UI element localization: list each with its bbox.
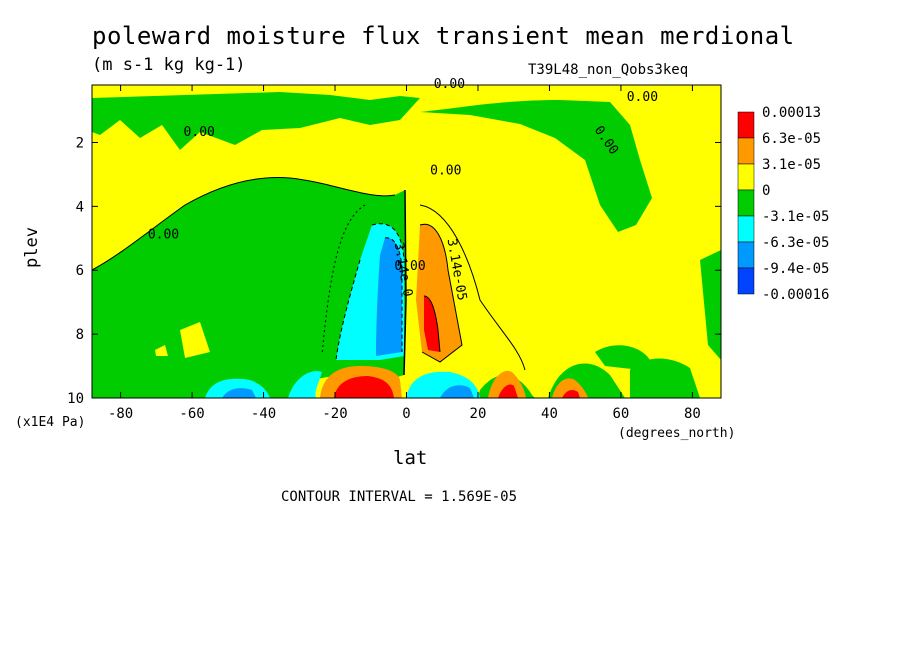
contour-label-4: 0.00	[430, 163, 461, 178]
x-tick-label-5: 20	[470, 406, 487, 422]
legend-swatch-0	[737, 111, 755, 139]
legend-label-3: 0	[762, 183, 770, 199]
contour-fill-layer	[92, 85, 721, 398]
positive-contour-outer	[419, 204, 526, 371]
positive-column-red	[424, 296, 440, 352]
legend-label-6: -9.4e-05	[762, 261, 829, 277]
legend-swatch-2	[737, 163, 755, 191]
contour-label-0: 0.00	[184, 125, 215, 140]
legend-label-4: -3.1e-05	[762, 209, 829, 225]
x-tick-label-3: -20	[322, 406, 347, 422]
dashed-contour-cyan	[335, 223, 405, 361]
surface-negative-south-c	[288, 371, 322, 398]
negative-region-top-right	[420, 100, 652, 232]
legend-swatch-4	[737, 215, 755, 243]
legend-label-0: 0.00013	[762, 105, 821, 121]
y-tick-label-2: 6	[76, 263, 84, 279]
positive-contour-orange	[419, 223, 463, 363]
contour-interval-note: CONTOUR INTERVAL = 1.569E-05	[281, 489, 518, 505]
x-axis-ticks: -80 -60 -40 -20 0 20 40 60 80	[108, 85, 701, 422]
x-axis-units: (degrees_north)	[618, 426, 736, 441]
positive-island-south	[155, 322, 210, 358]
x-tick-label-8: 80	[684, 406, 701, 422]
negative-region-top-left	[92, 92, 420, 150]
x-tick-label-7: 60	[613, 406, 630, 422]
chart-title: poleward moisture flux transient mean me…	[92, 22, 795, 50]
positive-contour-red	[423, 295, 441, 353]
surface-negative-equatorial-blue	[440, 385, 474, 398]
x-tick-label-6: 40	[541, 406, 558, 422]
y-axis-ticks: 2 4 6 8 10	[67, 135, 721, 407]
color-legend: 0.00013 6.3e-05 3.1e-05 0 -3.1e-05 -6.3e-05 -9…	[737, 105, 829, 303]
legend-swatch-5	[737, 241, 755, 269]
negative-region-north-surface	[478, 358, 700, 398]
surface-positive-south-red	[334, 376, 394, 398]
y-tick-label-3: 8	[76, 327, 84, 343]
contour-label-5: 0.00	[148, 227, 179, 242]
legend-swatch-6	[737, 267, 755, 295]
y-tick-label-0: 2	[76, 135, 84, 151]
legend-label-2: 3.1e-05	[762, 157, 821, 173]
dashed-contour-blue	[384, 237, 403, 352]
legend-label-5: -6.3e-05	[762, 235, 829, 251]
contour-lines	[92, 177, 526, 376]
chart-units-subtitle: (m s-1 kg kg-1)	[92, 55, 246, 75]
contour-label-6: 0.00	[394, 259, 425, 274]
contour-label-2: 0.00	[627, 90, 658, 105]
upper-zero-contour	[92, 177, 396, 271]
contour-label-1: 0.00	[434, 77, 465, 92]
surface-positive-north-b-red	[562, 390, 580, 398]
x-tick-label-2: -40	[251, 406, 276, 422]
surface-negative-south-b	[222, 388, 256, 398]
outer-dashed-contour	[321, 204, 366, 356]
legend-label-1: 6.3e-05	[762, 131, 821, 147]
negative-region-north-mid	[595, 345, 650, 370]
y-tick-label-1: 4	[76, 199, 84, 215]
x-tick-label-4: 0	[402, 406, 410, 422]
legend-label-7: -0.00016	[762, 287, 829, 303]
x-tick-label-1: -60	[179, 406, 204, 422]
surface-positive-north-a-red	[498, 384, 518, 398]
y-tick-label-4: 10	[67, 391, 84, 407]
y-axis-units: (x1E4 Pa)	[15, 415, 86, 430]
x-axis-label: lat	[393, 447, 428, 469]
surface-positive-north-a	[488, 370, 526, 398]
legend-swatch-3	[737, 189, 755, 217]
surface-positive-north-b	[552, 378, 588, 398]
negative-column-blue	[376, 237, 402, 356]
legend-swatch-1	[737, 137, 755, 165]
x-tick-label-0: -80	[108, 406, 133, 422]
negative-region-north-edge	[700, 250, 721, 360]
negative-region-south	[92, 177, 406, 398]
run-label: T39L48_non_Qobs3keq	[528, 62, 689, 78]
zero-contour-equator	[403, 189, 407, 376]
